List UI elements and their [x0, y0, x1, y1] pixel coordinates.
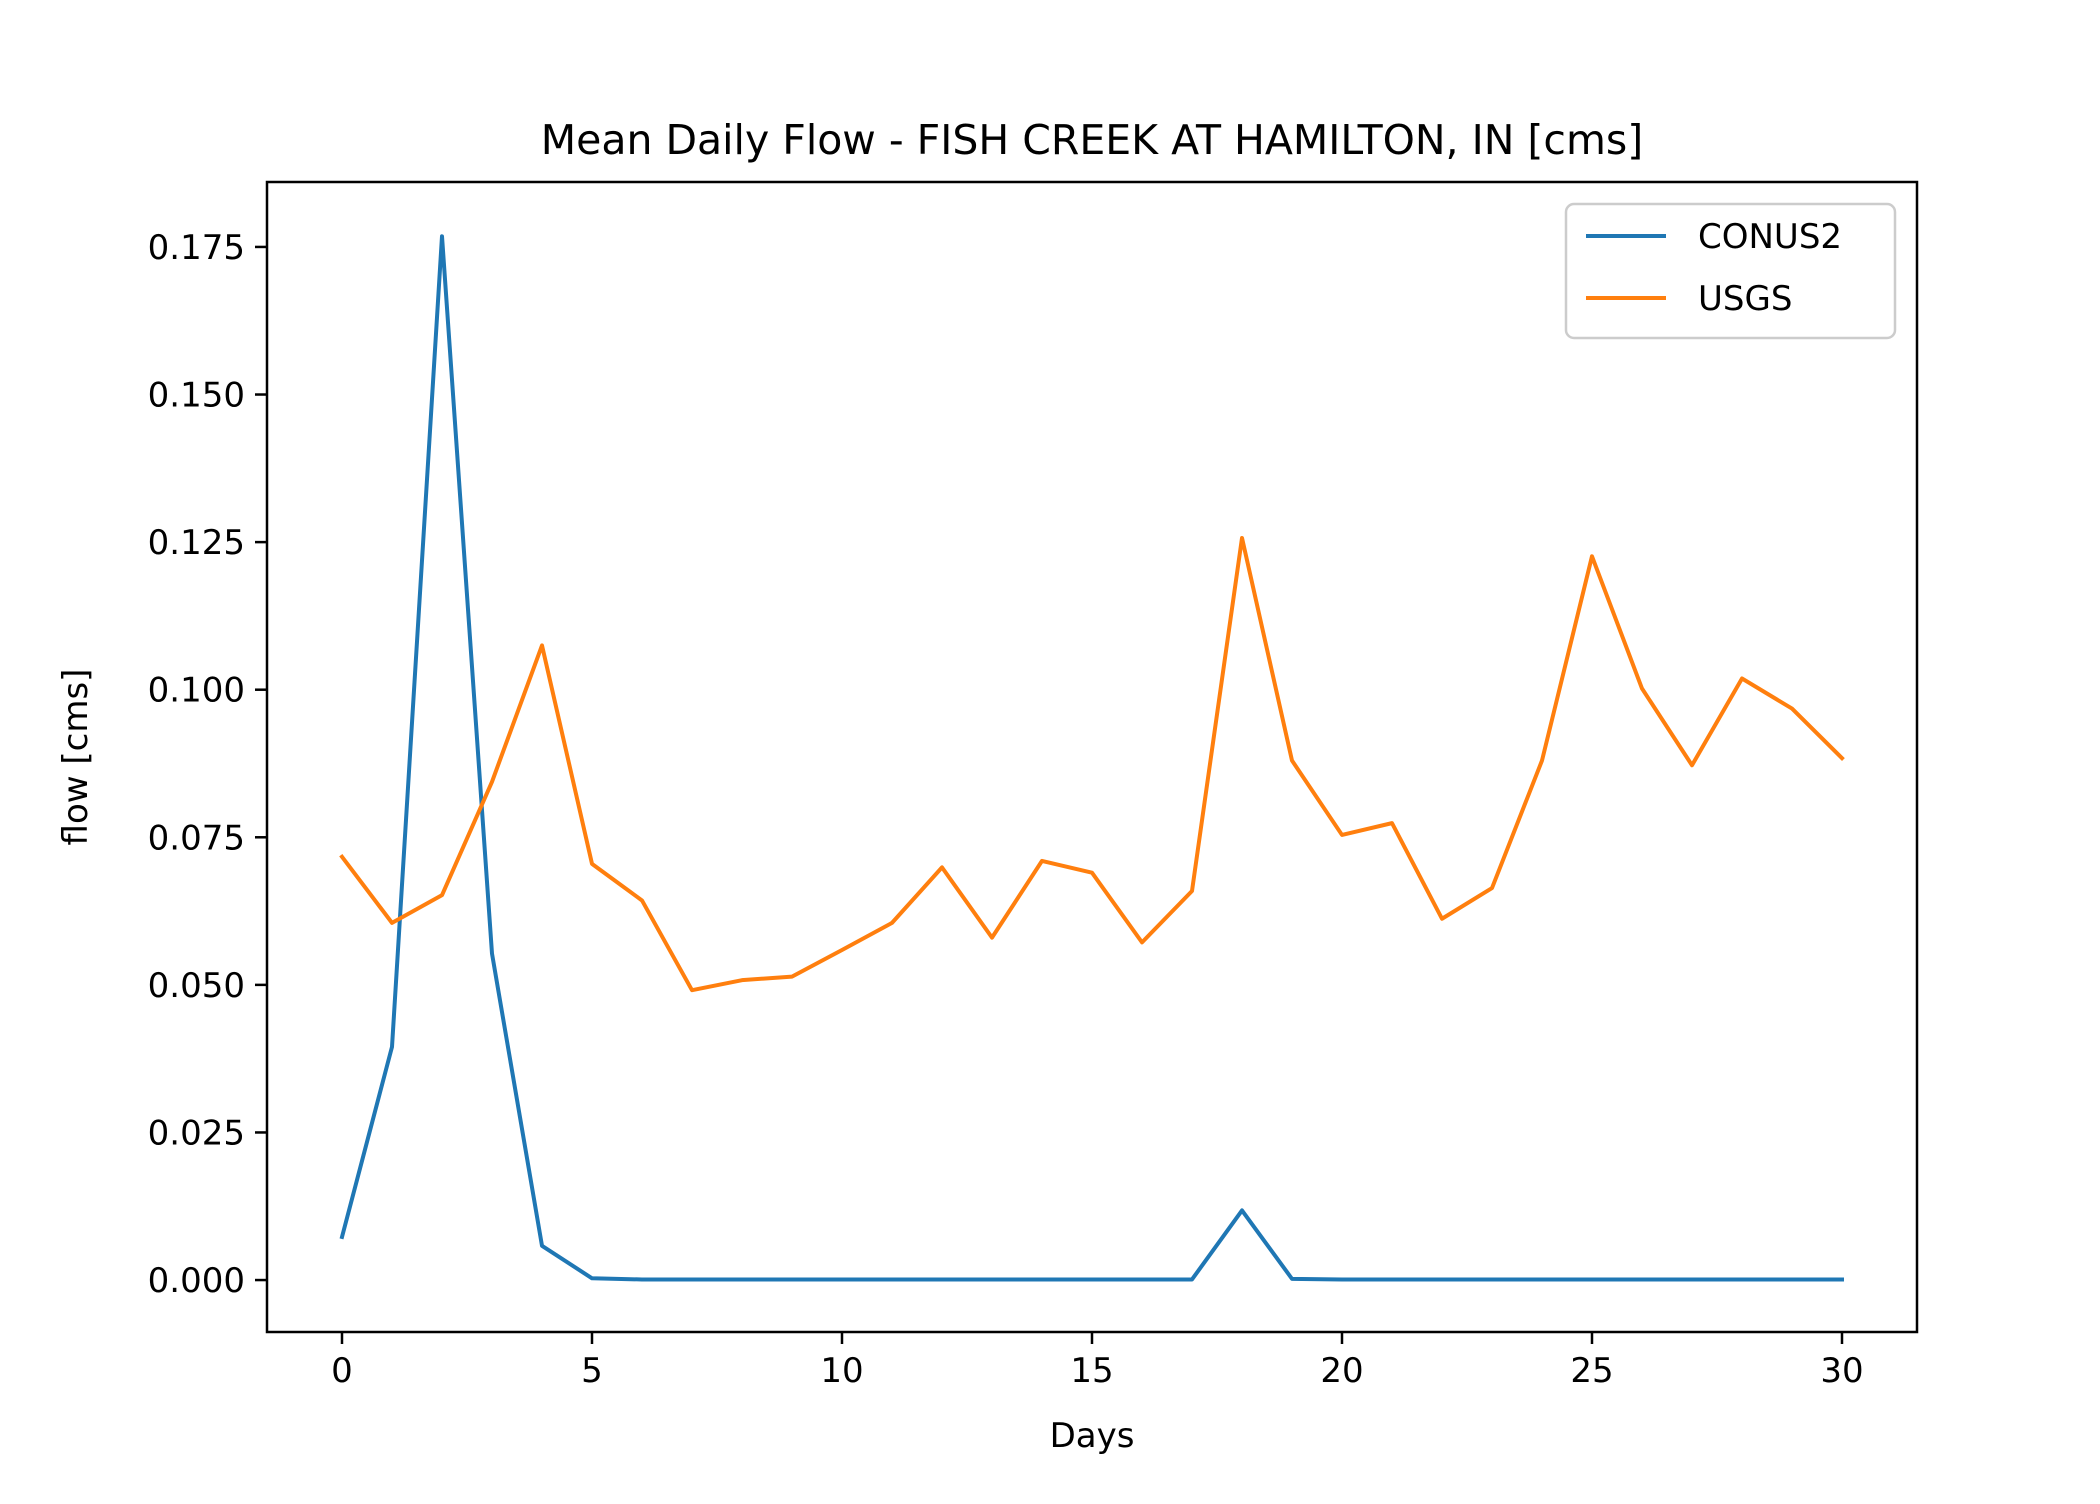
- y-tick-label: 0.100: [148, 671, 245, 711]
- legend-label-usgs: USGS: [1698, 279, 1792, 319]
- x-tick-label: 20: [1320, 1351, 1363, 1391]
- x-axis: 0 5 10 15 20 25 30: [331, 1332, 1864, 1391]
- y-axis-label: flow [cms]: [56, 669, 96, 846]
- x-tick-label: 5: [581, 1351, 603, 1391]
- y-tick-label: 0.075: [148, 818, 245, 858]
- y-tick-label: 0.000: [148, 1261, 245, 1301]
- y-tick-label: 0.150: [148, 376, 245, 416]
- series-line-conus2: [339, 234, 1844, 1282]
- x-tick-label: 25: [1570, 1351, 1613, 1391]
- y-tick-label: 0.025: [148, 1113, 245, 1153]
- x-tick-label: 10: [820, 1351, 863, 1391]
- y-axis: 0.000 0.025 0.050 0.075 0.100 0.125 0.150 0.175: [148, 228, 267, 1301]
- x-tick-label: 30: [1820, 1351, 1863, 1391]
- series-line-usgs: [339, 535, 1845, 993]
- chart-title: Mean Daily Flow - FISH CREEK AT HAMILTON…: [541, 116, 1644, 164]
- x-tick-label: 15: [1070, 1351, 1113, 1391]
- series-layer: [339, 234, 1845, 1282]
- y-tick-label: 0.050: [148, 966, 245, 1006]
- y-tick-label: 0.125: [148, 523, 245, 563]
- legend-items: CONUS2 USGS: [1586, 217, 1842, 319]
- legend-label-conus2: CONUS2: [1698, 217, 1842, 257]
- x-axis-label: Days: [1050, 1416, 1135, 1456]
- y-tick-label: 0.175: [148, 228, 245, 268]
- legend: CONUS2 USGS: [1564, 202, 1897, 340]
- x-tick-label: 0: [331, 1351, 353, 1391]
